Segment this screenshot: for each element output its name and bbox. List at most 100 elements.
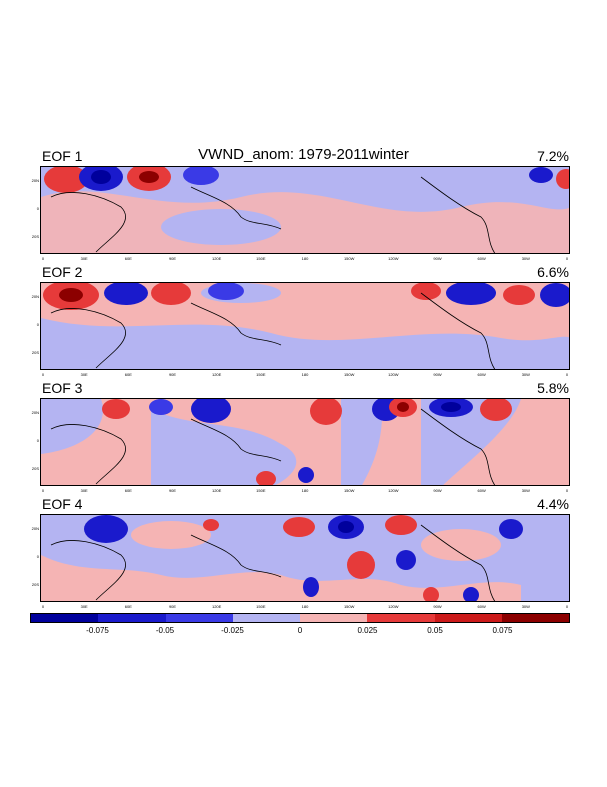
- lat-tick-label: 20S: [32, 234, 39, 239]
- lon-tick-label: 120W: [388, 372, 399, 377]
- lat-tick-label: 20S: [32, 466, 39, 471]
- lon-tick-label: 30W: [522, 372, 530, 377]
- lon-tick-label: 60E: [125, 256, 132, 261]
- lon-tick-label: 60W: [478, 604, 486, 609]
- lon-tick-label: 60W: [478, 488, 486, 493]
- lat-tick-label: 20N: [32, 294, 39, 299]
- colorbar-label: -0.075: [86, 626, 109, 635]
- lon-tick-label: 0: [42, 256, 45, 261]
- lon-tick-label: 180: [302, 488, 309, 493]
- lon-tick-label: 60E: [125, 372, 132, 377]
- lon-tick-label: 90W: [433, 372, 441, 377]
- lon-tick-label: 150W: [344, 604, 355, 609]
- lon-tick-label: 30E: [81, 256, 88, 261]
- panel-1-variance: 7.2%: [537, 148, 569, 164]
- lon-tick-label: 120W: [388, 604, 399, 609]
- lon-tick-label: 30W: [522, 256, 530, 261]
- lat-axis-2: 20N 0 20S: [32, 294, 40, 355]
- lon-tick-label: 120E: [212, 488, 222, 493]
- lon-tick-label: 150E: [256, 256, 266, 261]
- lat-axis-4: 20N 0 20S: [32, 526, 40, 587]
- colorbar-swatch: [165, 614, 233, 622]
- panel-1-label: EOF 1: [42, 148, 83, 164]
- panel-3-label: EOF 3: [42, 380, 83, 396]
- lon-tick-label: 0: [566, 372, 569, 377]
- lon-tick-label: 0: [42, 372, 45, 377]
- eof-3-map: [40, 398, 570, 486]
- lon-tick-label: 120E: [212, 256, 222, 261]
- panel-2-label: EOF 2: [42, 264, 83, 280]
- colorbar-swatch: [232, 614, 300, 622]
- lat-tick-label: 20N: [32, 178, 39, 183]
- lon-tick-label: 180: [302, 256, 309, 261]
- eof-2-field: [41, 283, 569, 369]
- lat-tick-label: 0: [37, 438, 40, 443]
- lon-tick-label: 120W: [388, 488, 399, 493]
- colorbar-label: 0.05: [427, 626, 443, 635]
- lon-tick-label: 90W: [433, 488, 441, 493]
- lon-tick-label: 90W: [433, 604, 441, 609]
- lon-tick-label: 90E: [169, 256, 176, 261]
- lon-tick-label: 120E: [212, 372, 222, 377]
- colorbar-label: -0.05: [155, 626, 175, 635]
- lon-tick-label: 0: [566, 604, 569, 609]
- panel-3-variance: 5.8%: [537, 380, 569, 396]
- colorbar-label: 0.075: [492, 626, 513, 635]
- lon-tick-label: 150W: [344, 488, 355, 493]
- colorbar-swatch: [367, 614, 435, 622]
- lon-tick-label: 90W: [433, 256, 441, 261]
- colorbar-swatch: [98, 614, 166, 622]
- lat-tick-label: 20N: [32, 410, 39, 415]
- lon-tick-label: 150E: [256, 604, 266, 609]
- colorbar: [30, 613, 570, 623]
- lon-tick-label: 30E: [81, 488, 88, 493]
- colorbar-swatch: [434, 614, 502, 622]
- lon-tick-label: 90E: [169, 372, 176, 377]
- colorbar-label: 0.025: [357, 626, 378, 635]
- lon-tick-label: 60E: [125, 604, 132, 609]
- lon-tick-label: 60E: [125, 488, 132, 493]
- lat-tick-label: 0: [37, 322, 40, 327]
- lat-tick-label: 20S: [32, 350, 39, 355]
- eof-4-map: [40, 514, 570, 602]
- lon-axis-2: 0 30E 60E 90E 120E 150E 180 150W 120W 90W 60W 30W 0: [42, 372, 569, 377]
- panel-4-variance: 4.4%: [537, 496, 569, 512]
- eof-1-field: [41, 167, 569, 253]
- lon-axis-4: 0 30E 60E 90E 120E 150E 180 150W 120W 90W 60W 30W 0: [42, 604, 569, 609]
- lon-tick-label: 60W: [478, 256, 486, 261]
- lon-tick-label: 150W: [344, 256, 355, 261]
- lon-tick-label: 30E: [81, 604, 88, 609]
- panel-2-variance: 6.6%: [537, 264, 569, 280]
- lon-tick-label: 0: [42, 488, 45, 493]
- lat-tick-label: 0: [37, 554, 40, 559]
- lon-tick-label: 150W: [344, 372, 355, 377]
- lon-tick-label: 0: [566, 488, 569, 493]
- lon-axis-1: 0 30E 60E 90E 120E 150E 180 150W 120W 90W 60W 30W 0: [42, 256, 569, 261]
- lon-axis-3: 0 30E 60E 90E 120E 150E 180 150W 120W 90W 60W 30W 0: [42, 488, 569, 493]
- lat-axis-3: 20N 0 20S: [32, 410, 40, 471]
- figure-title: VWND_anom: 1979-2011winter: [198, 146, 409, 163]
- eof-1-map: [40, 166, 570, 254]
- colorbar-label: 0: [297, 626, 303, 635]
- colorbar-swatch: [501, 614, 569, 622]
- lat-tick-label: 0: [37, 206, 40, 211]
- lon-tick-label: 0: [566, 256, 569, 261]
- lon-tick-label: 120E: [212, 604, 222, 609]
- lon-tick-label: 180: [302, 372, 309, 377]
- eof-4-field: [41, 515, 569, 601]
- lon-tick-label: 0: [42, 604, 45, 609]
- eof-3-field: [41, 399, 569, 485]
- lon-tick-label: 60W: [478, 372, 486, 377]
- colorbar-swatch: [31, 614, 99, 622]
- lon-tick-label: 30E: [81, 372, 88, 377]
- colorbar-swatch: [300, 614, 368, 622]
- lon-tick-label: 90E: [169, 488, 176, 493]
- lon-tick-label: 120W: [388, 256, 399, 261]
- lat-tick-label: 20S: [32, 582, 39, 587]
- lon-tick-label: 30W: [522, 604, 530, 609]
- lon-tick-label: 90E: [169, 604, 176, 609]
- eof-2-map: [40, 282, 570, 370]
- lon-tick-label: 30W: [522, 488, 530, 493]
- lon-tick-label: 150E: [256, 488, 266, 493]
- lon-tick-label: 180: [302, 604, 309, 609]
